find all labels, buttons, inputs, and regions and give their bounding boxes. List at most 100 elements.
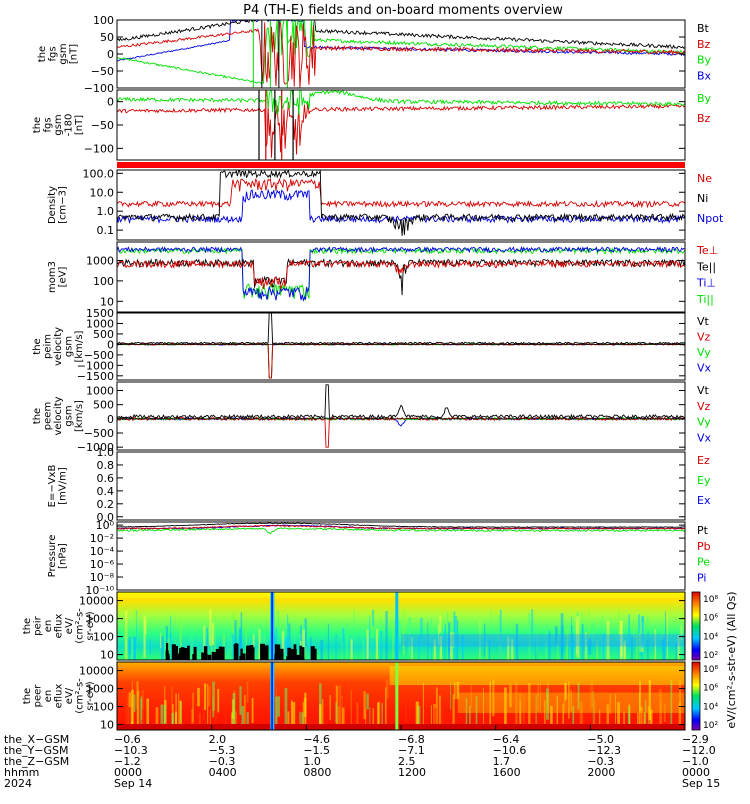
- xaxis-value: 1.7: [493, 755, 511, 768]
- panel-density: 100.0 10.0 1.0 0.1 Density [cm−3] Ne Ni Npot: [47, 167, 724, 241]
- trace-pt: [117, 522, 685, 528]
- trace-bz: [117, 22, 685, 88]
- ytick-label: 0: [107, 413, 114, 426]
- ylabel-line: mom3: [47, 261, 58, 293]
- xaxis-value: −10.6: [493, 744, 527, 757]
- legend-bz: Bz: [697, 112, 711, 125]
- legend-pb: Pb: [697, 540, 711, 553]
- panel-fgs_gsm: 100 50 0 −50 −100 the fgs gsm [nT] Bt Bz By Bx: [37, 14, 712, 95]
- panel-frame: [116, 19, 686, 89]
- ytick-label: 1.0: [97, 205, 115, 218]
- ytick-label: 10000: [79, 665, 114, 678]
- ytick-label: 10: [100, 719, 114, 732]
- xaxis-value: −0.3: [587, 755, 614, 768]
- panel-peir_spectrogram: 10000 1000 100 10 the peir en eflux eV/(cm²-s-sr…: [22, 591, 686, 662]
- colorbar-cb2: 10⁸ 10⁶ 10⁴ 10²: [691, 661, 718, 731]
- ytick-label: 10⁻²: [90, 532, 114, 545]
- ylabel-line: (cm²-s-: [75, 608, 86, 644]
- legend-bz: Bz: [697, 38, 711, 51]
- xaxis-value: −0.6: [114, 733, 141, 746]
- legend-by: By: [697, 54, 712, 67]
- colorbar-tick: 10⁴: [703, 632, 718, 642]
- ytick-label: 1000: [86, 613, 114, 626]
- colorbar-label: eV/(cm²-s-str-eV) (All Qs): [725, 591, 738, 728]
- figure-title: P4 (TH-E) fields and on-board moments ov…: [243, 3, 563, 18]
- panel-frame: [116, 521, 686, 591]
- xaxis-value: 2.0: [209, 733, 227, 746]
- xaxis-value: 0800: [303, 766, 331, 779]
- panel-frame: [116, 451, 686, 521]
- ytick-label: −500: [84, 349, 114, 362]
- ylabel-line: en: [43, 690, 54, 703]
- legend-pi: Pi: [697, 571, 706, 584]
- xaxis-value: Sep 15: [682, 777, 720, 790]
- ytick-label: 10⁰: [96, 519, 115, 532]
- panel-fgs_gsm_rot: 0 −50 −100 the fgs gsm -180 [nT] By Bz: [32, 89, 712, 161]
- ylabel-line: the: [37, 46, 48, 62]
- ylabel-line: eV/: [64, 617, 75, 634]
- ytick-label: 0.1: [97, 224, 115, 237]
- legend-bx: Bx: [697, 69, 712, 82]
- ylabel-line: velocity: [53, 396, 64, 435]
- colorbar-tick: 10⁶: [703, 684, 718, 694]
- panel-frame: [116, 169, 686, 241]
- ylabel-line: gsm: [53, 114, 64, 135]
- legend-pe: Pe: [697, 556, 710, 569]
- ylabel-line: [mV/m]: [58, 467, 69, 505]
- ytick-label: 10⁻⁸: [90, 571, 115, 584]
- ytick-label: 0.6: [97, 472, 115, 485]
- ytick-label: 10⁻¹⁰: [85, 584, 114, 597]
- xaxis-value: −5.3: [209, 744, 236, 757]
- trace-vt: [117, 313, 685, 345]
- legend-vz: Vz: [697, 331, 711, 344]
- legend-pt: Pt: [697, 524, 709, 537]
- legend-ey: Ey: [697, 474, 711, 487]
- ylabel-line: fgs: [43, 117, 54, 132]
- ylabel-line: gsm: [64, 336, 75, 357]
- ytick-label: 100: [93, 14, 114, 27]
- colorbar-tick: 10²: [703, 721, 718, 731]
- panel-frame: [116, 381, 686, 451]
- colorbar-tick: 10⁴: [703, 702, 718, 712]
- status-bar: [117, 162, 685, 168]
- xaxis-value: −1.2: [114, 755, 141, 768]
- ytick-label: 1000: [86, 683, 114, 696]
- xaxis-value: −7.1: [398, 744, 425, 757]
- xaxis-row-label: the_Z−GSM: [4, 755, 69, 768]
- ytick-label: 10: [100, 295, 114, 308]
- ytick-label: 100: [93, 275, 114, 288]
- legend-te: Te||: [696, 260, 716, 273]
- panel-traces: [117, 592, 685, 660]
- trace-bt: [117, 20, 685, 50]
- ylabel-line: Density: [47, 186, 58, 224]
- ytick-label: 0.2: [97, 498, 115, 511]
- legend-ti: Ti||: [696, 293, 714, 306]
- trace-bz: [117, 101, 685, 158]
- panel-temperature: 1000 100 10 mom3 [eV] Te⊥ Te|| Ti⊥ Ti||: [47, 241, 718, 313]
- ytick-label: 10: [100, 649, 114, 662]
- xaxis-row-label: the_X−GSM: [4, 733, 69, 746]
- ytick-label: 0.0: [97, 511, 115, 524]
- trace-te: [117, 259, 685, 291]
- xaxis-value: −1.0: [682, 755, 709, 768]
- colorbar-tick: 10⁶: [703, 614, 718, 624]
- ytick-label: 100.0: [83, 167, 115, 180]
- panel-traces: [117, 245, 685, 302]
- panel-frame: [116, 591, 686, 661]
- xaxis-value: −5.0: [587, 733, 614, 746]
- ytick-label: −100: [84, 142, 114, 155]
- ylabel-line: the: [32, 117, 43, 133]
- ytick-label: −1000: [77, 441, 114, 454]
- ytick-label: 500: [93, 328, 114, 341]
- ytick-label: 1000: [86, 385, 114, 398]
- legend-vy: Vy: [697, 346, 711, 359]
- xaxis-value: 2000: [587, 766, 615, 779]
- ylabel-line: the: [32, 338, 43, 354]
- legend-ne: Ne: [697, 172, 712, 185]
- ytick-label: 10⁻⁶: [90, 558, 115, 571]
- ytick-label: 0.4: [97, 485, 115, 498]
- ylabel-line: peem: [43, 402, 54, 430]
- legend-ni: Ni: [697, 192, 708, 205]
